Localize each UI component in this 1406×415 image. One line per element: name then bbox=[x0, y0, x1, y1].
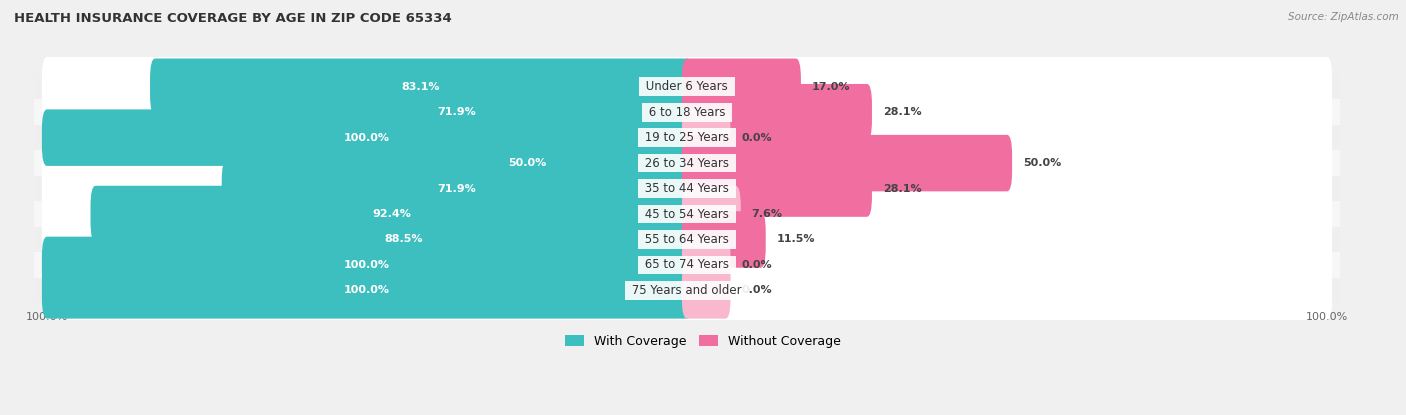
Text: 100.0%: 100.0% bbox=[344, 133, 389, 143]
Bar bbox=[34, 252, 1340, 278]
Text: 45 to 54 Years: 45 to 54 Years bbox=[641, 208, 733, 220]
FancyBboxPatch shape bbox=[42, 57, 1331, 117]
FancyBboxPatch shape bbox=[42, 83, 1331, 142]
Text: 88.5%: 88.5% bbox=[385, 234, 423, 244]
Text: Source: ZipAtlas.com: Source: ZipAtlas.com bbox=[1288, 12, 1399, 22]
Bar bbox=[34, 278, 1340, 303]
FancyBboxPatch shape bbox=[42, 110, 692, 166]
Text: 11.5%: 11.5% bbox=[776, 234, 815, 244]
FancyBboxPatch shape bbox=[682, 110, 731, 166]
Text: 0.0%: 0.0% bbox=[741, 133, 772, 143]
Text: 26 to 34 Years: 26 to 34 Years bbox=[641, 156, 733, 170]
FancyBboxPatch shape bbox=[682, 237, 731, 293]
FancyBboxPatch shape bbox=[42, 210, 1331, 269]
Text: 92.4%: 92.4% bbox=[371, 209, 411, 219]
Text: 17.0%: 17.0% bbox=[811, 82, 851, 92]
FancyBboxPatch shape bbox=[42, 235, 1331, 295]
FancyBboxPatch shape bbox=[90, 186, 692, 242]
FancyBboxPatch shape bbox=[42, 184, 1331, 244]
FancyBboxPatch shape bbox=[682, 59, 801, 115]
Text: 35 to 44 Years: 35 to 44 Years bbox=[641, 182, 733, 195]
FancyBboxPatch shape bbox=[682, 262, 731, 319]
FancyBboxPatch shape bbox=[682, 211, 766, 268]
Text: 28.1%: 28.1% bbox=[883, 107, 921, 117]
FancyBboxPatch shape bbox=[42, 261, 1331, 320]
Text: 83.1%: 83.1% bbox=[402, 82, 440, 92]
FancyBboxPatch shape bbox=[682, 160, 872, 217]
Bar bbox=[34, 227, 1340, 252]
Text: 0.0%: 0.0% bbox=[741, 260, 772, 270]
Bar bbox=[34, 100, 1340, 125]
Bar bbox=[34, 74, 1340, 100]
Text: 19 to 25 Years: 19 to 25 Years bbox=[641, 131, 733, 144]
Legend: With Coverage, Without Coverage: With Coverage, Without Coverage bbox=[561, 330, 845, 353]
FancyBboxPatch shape bbox=[42, 262, 692, 319]
Bar bbox=[34, 176, 1340, 201]
Text: 7.6%: 7.6% bbox=[752, 209, 783, 219]
Text: 55 to 64 Years: 55 to 64 Years bbox=[641, 233, 733, 246]
FancyBboxPatch shape bbox=[222, 160, 692, 217]
Bar bbox=[34, 125, 1340, 150]
Bar bbox=[34, 150, 1340, 176]
FancyBboxPatch shape bbox=[42, 237, 692, 293]
Text: 50.0%: 50.0% bbox=[1024, 158, 1062, 168]
FancyBboxPatch shape bbox=[222, 84, 692, 140]
Text: 100.0%: 100.0% bbox=[344, 260, 389, 270]
FancyBboxPatch shape bbox=[42, 159, 1331, 218]
Bar bbox=[34, 201, 1340, 227]
Text: 100.0%: 100.0% bbox=[344, 286, 389, 295]
Text: 28.1%: 28.1% bbox=[883, 183, 921, 193]
Text: 0.0%: 0.0% bbox=[741, 286, 772, 295]
FancyBboxPatch shape bbox=[682, 135, 1012, 191]
Text: Under 6 Years: Under 6 Years bbox=[643, 80, 731, 93]
FancyBboxPatch shape bbox=[682, 84, 872, 140]
Text: 50.0%: 50.0% bbox=[508, 158, 546, 168]
FancyBboxPatch shape bbox=[682, 186, 741, 242]
Text: HEALTH INSURANCE COVERAGE BY AGE IN ZIP CODE 65334: HEALTH INSURANCE COVERAGE BY AGE IN ZIP … bbox=[14, 12, 451, 25]
Text: 75 Years and older: 75 Years and older bbox=[628, 284, 745, 297]
FancyBboxPatch shape bbox=[115, 211, 692, 268]
Text: 65 to 74 Years: 65 to 74 Years bbox=[641, 259, 733, 271]
FancyBboxPatch shape bbox=[42, 133, 1331, 193]
FancyBboxPatch shape bbox=[150, 59, 692, 115]
FancyBboxPatch shape bbox=[361, 135, 692, 191]
Text: 6 to 18 Years: 6 to 18 Years bbox=[645, 106, 730, 119]
FancyBboxPatch shape bbox=[42, 108, 1331, 167]
Text: 71.9%: 71.9% bbox=[437, 107, 477, 117]
Text: 71.9%: 71.9% bbox=[437, 183, 477, 193]
